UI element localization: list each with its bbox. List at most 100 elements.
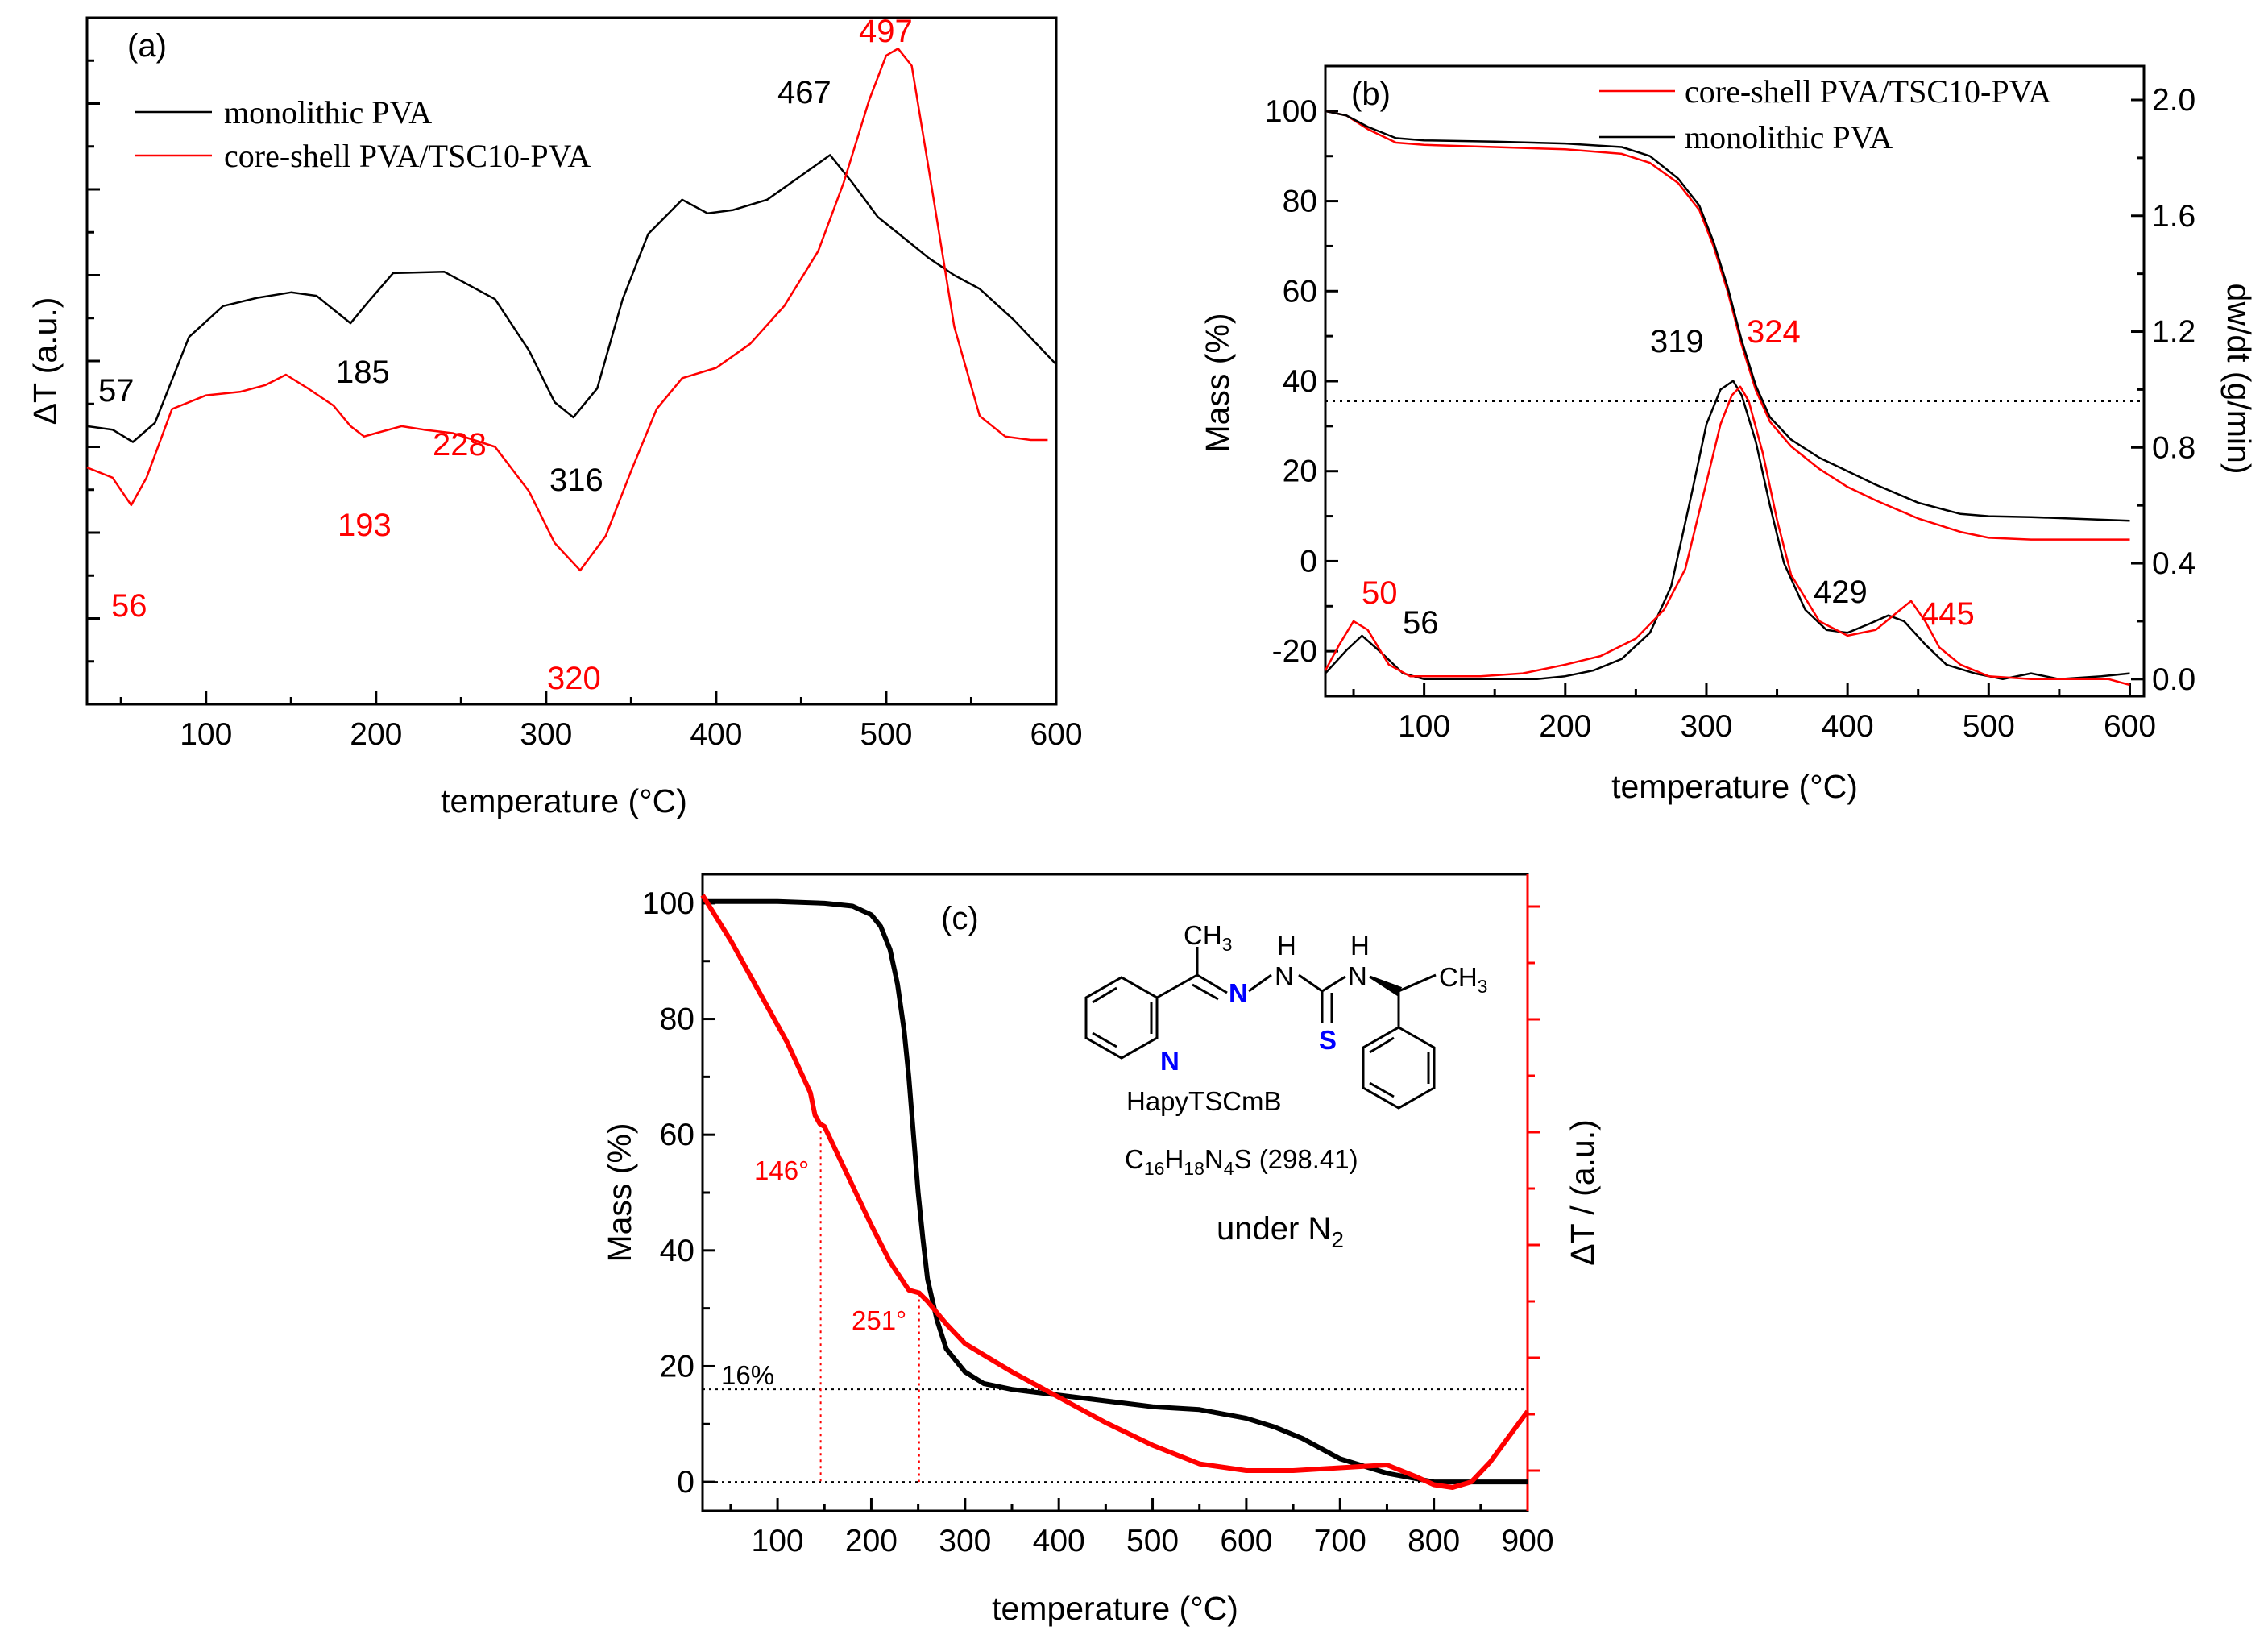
b-y-axis-label: Mass (%): [1199, 313, 1236, 452]
b-y-tick-label: 0: [1300, 544, 1317, 579]
b-y-tick-label: 40: [1283, 364, 1317, 399]
pyridine-ring: [1084, 976, 1159, 1060]
b-y2-tick-label: 2.0: [2152, 83, 2195, 118]
a-x-ticks: 100 200 300 400 500 600: [119, 691, 1083, 752]
c-x-tick-label: 800: [1408, 1524, 1460, 1558]
c-x-tick-label: 400: [1033, 1524, 1085, 1558]
b-y2-tick-label: 0.0: [2152, 662, 2195, 697]
c-y2-axis-label: ΔT / (a.u.): [1564, 1119, 1601, 1266]
atom-label: H: [1277, 931, 1296, 961]
b-annotation: 50: [1362, 575, 1398, 611]
c-panel-label: (c): [941, 901, 979, 936]
phenyl-ring: [1362, 1026, 1436, 1110]
ring-double-bond: [1092, 986, 1117, 1004]
a-annotation: 228: [433, 427, 487, 463]
c-molecule-structure: [1084, 947, 1437, 1110]
a-x-tick-label: 300: [520, 717, 572, 752]
a-annotation: 193: [338, 508, 392, 543]
c-y-tick-label: 60: [660, 1118, 694, 1152]
b-annotation: 56: [1403, 605, 1439, 641]
a-annotation: 56: [111, 588, 147, 624]
bond: [1398, 973, 1437, 993]
c-y-tick-label: 40: [660, 1234, 694, 1268]
c-compound-formula: C16H18N4S (298.41): [1125, 1144, 1358, 1179]
wedge-bond: [1369, 975, 1403, 997]
b-x-ticks: 100 200 300 400 500 600: [1352, 683, 2156, 744]
a-axes: [87, 16, 100, 706]
c-x-tick-label: 600: [1220, 1524, 1272, 1558]
c-y-tick-label: 0: [677, 1465, 694, 1500]
c-y2-ticks: [1526, 874, 1540, 1511]
bond: [1248, 973, 1272, 993]
b-x-tick-label: 600: [2104, 709, 2156, 744]
a-annotation: 467: [777, 75, 831, 110]
b-y-tick-label: -20: [1272, 634, 1317, 669]
b-y-tick-label: 100: [1265, 94, 1317, 129]
b-y2-tick-label: 1.6: [2152, 199, 2195, 234]
b-series-line-1: [1325, 110, 2130, 522]
a-series-line-0: [86, 154, 1057, 443]
a-annotation: 316: [549, 463, 603, 498]
a-annotation: 57: [98, 373, 135, 409]
c-x-tick-label: 700: [1314, 1524, 1366, 1558]
panel-b: (b) 100 200 300 400 500 600 -20 0 20 40 60 80 100 0…: [1199, 64, 2258, 805]
a-legend-label-monolithic: monolithic PVA: [224, 94, 432, 131]
c-x-tick-label: 100: [752, 1524, 804, 1558]
a-series-line-1: [86, 48, 1048, 572]
a-legend-label-coreshell: core-shell PVA/TSC10-PVA: [224, 138, 591, 174]
bond: [1298, 973, 1323, 993]
atom-label: N: [1160, 1046, 1180, 1076]
a-x-tick-label: 600: [1030, 717, 1082, 752]
b-panel-label: (b): [1351, 77, 1391, 112]
c-x-ticks: 100 200 300 400 500 600 700 800 900: [729, 1498, 1554, 1558]
b-annotation: 429: [1814, 575, 1868, 610]
b-y2-tick-label: 1.2: [2152, 315, 2195, 350]
bond: [1321, 975, 1346, 993]
c-x-tick-label: 900: [1501, 1524, 1553, 1558]
ring-double-bond: [1369, 1081, 1395, 1098]
c-ref-label-251: 251°: [852, 1305, 906, 1335]
b-x-tick-label: 400: [1822, 709, 1874, 744]
atom-label: N: [1348, 961, 1367, 991]
atom-label: CH3: [1439, 962, 1487, 997]
b-y-tick-label: 60: [1283, 274, 1317, 309]
c-ref-label-16: 16%: [721, 1360, 774, 1390]
c-y-tick-label: 100: [642, 886, 694, 921]
atom-label: CH3: [1184, 920, 1232, 955]
c-plot-frame: [701, 873, 1529, 1512]
c-y-ticks: 0 20 40 60 80 100: [642, 886, 715, 1500]
a-x-tick-label: 400: [690, 717, 742, 752]
b-x-tick-label: 100: [1398, 709, 1450, 744]
c-y-tick-label: 80: [660, 1002, 694, 1037]
b-annotation: 319: [1650, 324, 1704, 359]
b-annotation: 324: [1747, 314, 1801, 350]
atom-label: S: [1319, 1025, 1337, 1055]
a-x-tick-label: 500: [860, 717, 912, 752]
b-y2-ticks: 0.0 0.4 0.8 1.2 1.6 2.0: [2131, 83, 2195, 697]
c-atmosphere-label: under N2: [1217, 1211, 1344, 1252]
b-series-line-0: [1325, 110, 2130, 541]
ring-double-bond: [1092, 1031, 1117, 1048]
bond: [1156, 973, 1198, 999]
double-bond: [1192, 983, 1219, 1001]
b-legend: core-shell PVA/TSC10-PVA monolithic PVA: [1599, 73, 2051, 156]
c-y-axis-label: Mass (%): [601, 1122, 638, 1262]
bond: [1196, 973, 1228, 994]
a-y-axis-label: ΔT (a.u.): [27, 297, 64, 425]
b-y2-tick-label: 0.8: [2152, 430, 2195, 465]
c-compound-name: HapyTSCmB: [1126, 1086, 1282, 1116]
a-plot-frame: [85, 16, 1058, 706]
c-x-tick-label: 300: [939, 1524, 991, 1558]
c-ref-label-146: 146°: [754, 1156, 809, 1185]
b-y-ticks: -20 0 20 40 60 80 100: [1265, 94, 1338, 669]
c-x-tick-label: 500: [1126, 1524, 1179, 1558]
a-panel-label: (a): [127, 28, 167, 64]
b-legend-label-coreshell: core-shell PVA/TSC10-PVA: [1685, 73, 2051, 110]
panel-a: (a) 100 200 300 400 500 600 monolithic PVA co…: [27, 14, 1083, 820]
a-legend: monolithic PVA core-shell PVA/TSC10-PVA: [135, 94, 591, 174]
b-series: [1324, 110, 2130, 687]
c-series-line-1: [700, 894, 1530, 1490]
b-y2-axis-label: dw/dt (g/min): [2220, 284, 2258, 475]
c-series: [700, 894, 1530, 1490]
